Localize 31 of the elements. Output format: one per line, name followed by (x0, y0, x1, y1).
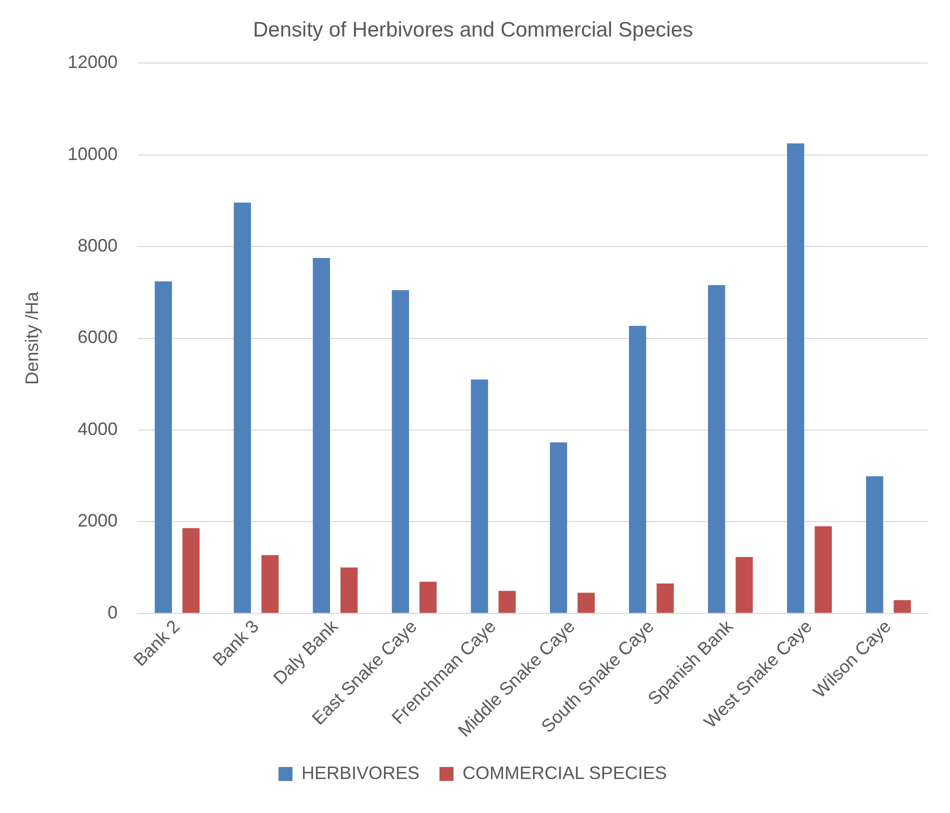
bar (550, 442, 568, 613)
legend-label: COMMERCIAL SPECIES (462, 762, 667, 783)
y-tick-label: 6000 (78, 327, 118, 348)
bar (234, 202, 251, 613)
bar (787, 143, 804, 613)
bar (708, 285, 726, 613)
bar (261, 555, 279, 613)
y-tick-label: 12000 (68, 52, 118, 72)
bar (814, 526, 832, 613)
bar (628, 326, 646, 613)
bar (498, 590, 516, 613)
y-tick-label: 10000 (68, 144, 118, 164)
bar (578, 592, 595, 613)
bar (340, 568, 358, 613)
bar (420, 582, 437, 613)
bar (866, 476, 884, 613)
bar (656, 584, 674, 613)
bar (470, 380, 488, 613)
y-tick-label: 2000 (78, 510, 118, 531)
legend-label: HERBIVORES (301, 762, 420, 783)
bar (182, 528, 200, 613)
y-tick-label: 4000 (78, 418, 118, 439)
bar (312, 258, 330, 613)
chart-title: Density of Herbivores and Commercial Species (252, 18, 694, 42)
y-axis-title: Density /Ha (22, 290, 42, 385)
bar (154, 281, 172, 613)
bar (736, 556, 753, 613)
bar (894, 600, 911, 613)
bar (392, 290, 410, 613)
y-tick-label: 0 (108, 602, 118, 622)
y-tick-label: 8000 (78, 236, 118, 256)
